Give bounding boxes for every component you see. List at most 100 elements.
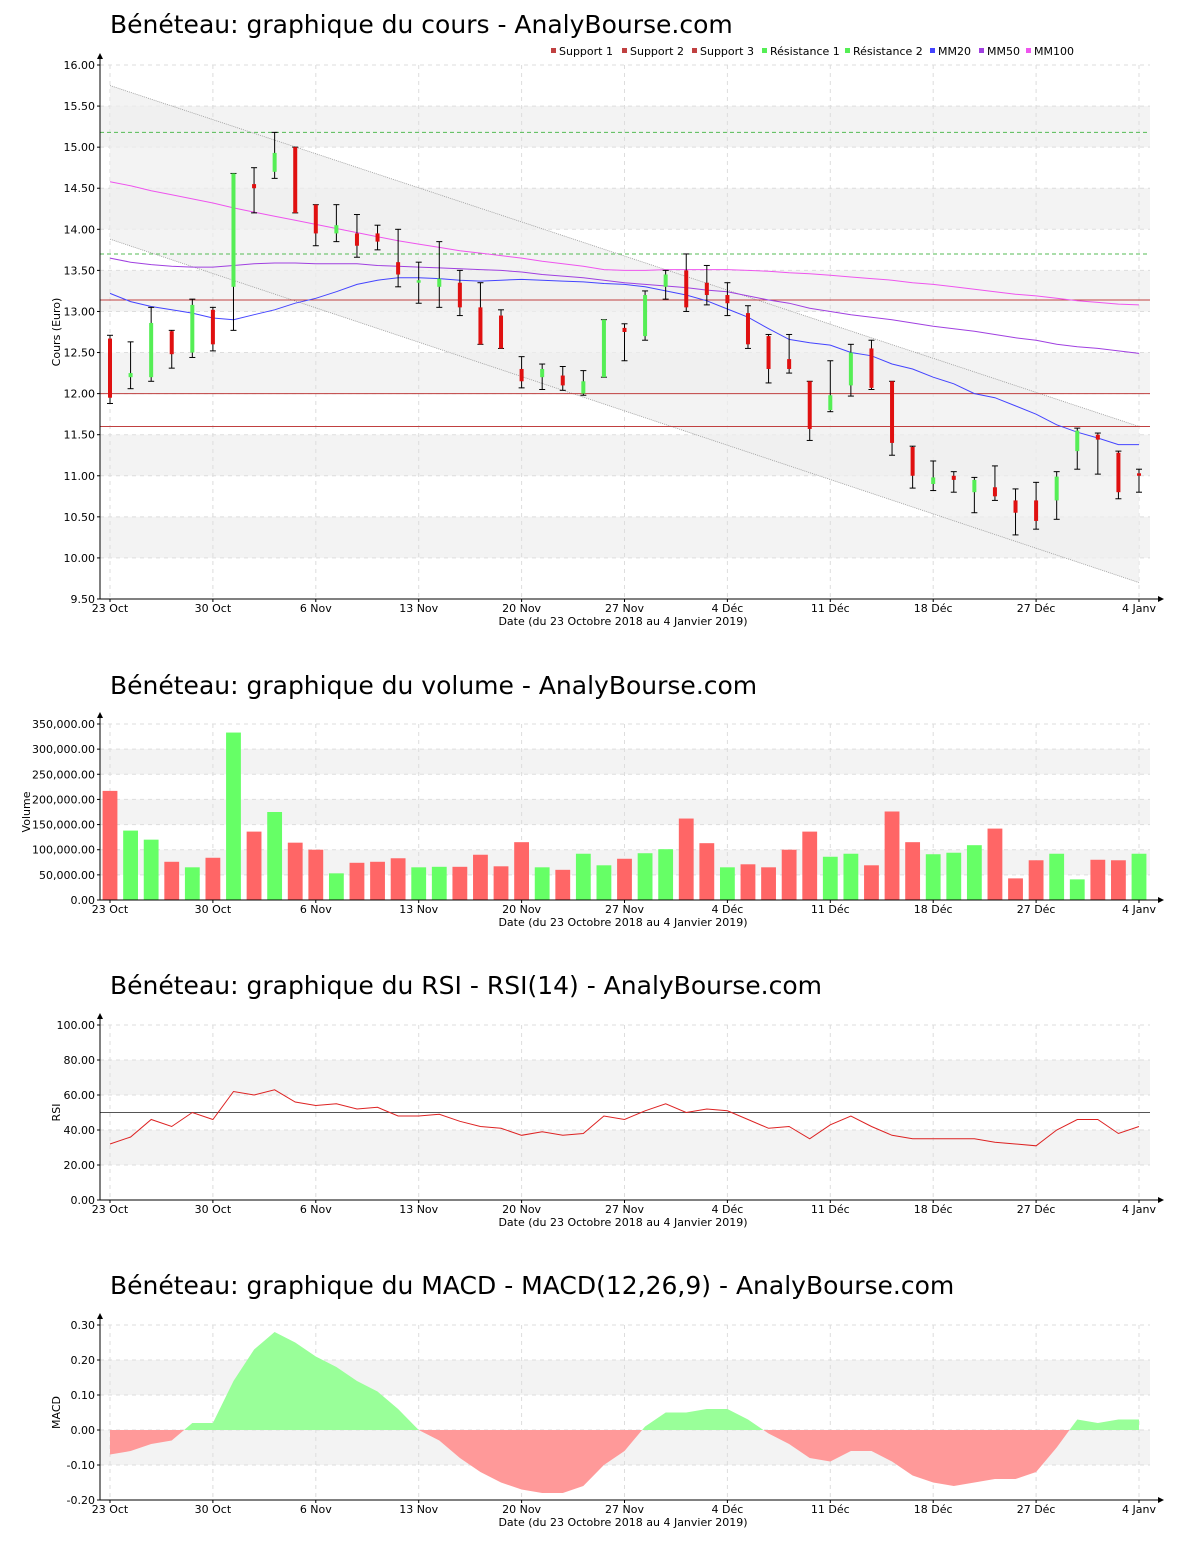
- mm50-line: [109, 257, 1140, 354]
- x-tick-label: 27 Déc: [1017, 1203, 1056, 1216]
- candle-body: [1116, 452, 1121, 493]
- volume-bar: [699, 843, 715, 900]
- x-tick-label: 27 Nov: [605, 903, 644, 916]
- x-tick-label: 23 Oct: [92, 903, 129, 916]
- candle-body: [684, 270, 689, 308]
- panel-0: Bénéteau: graphique du cours - AnalyBour…: [50, 10, 1164, 628]
- volume-bar: [431, 866, 447, 900]
- y-tick-label: 300,000.00: [32, 743, 95, 756]
- legend-swatch: [845, 48, 850, 53]
- legend-swatch: [1026, 48, 1031, 53]
- candle-body: [416, 280, 421, 283]
- candle-body: [128, 373, 133, 378]
- volume-bar: [905, 842, 921, 900]
- y-tick-label: 150,000.00: [32, 819, 95, 832]
- x-tick-label: 13 Nov: [399, 1503, 438, 1516]
- x-tick-label: 18 Déc: [914, 903, 953, 916]
- volume-bar: [575, 853, 591, 900]
- volume-bar: [864, 865, 879, 900]
- x-axis-arrow: [1158, 897, 1164, 903]
- volume-bar: [1028, 860, 1044, 900]
- x-tick-label: 11 Déc: [811, 903, 850, 916]
- mm20-line: [109, 277, 1139, 446]
- y-tick-label: 14.00: [64, 223, 96, 236]
- volume-bar: [246, 831, 262, 900]
- volume-bar: [884, 811, 900, 900]
- volume-bar: [328, 873, 344, 900]
- y-tick-label: 9.50: [71, 593, 96, 606]
- y-tick-label: 200,000.00: [32, 793, 95, 806]
- x-tick-label: 11 Déc: [811, 1503, 850, 1516]
- volume-bar: [761, 867, 776, 900]
- grid-band: [100, 749, 1150, 775]
- y-tick-label: -0.10: [67, 1459, 95, 1472]
- legend-swatch: [979, 48, 984, 53]
- x-axis-label: Date (du 23 Octobre 2018 au 4 Janvier 20…: [498, 916, 747, 929]
- candle-body: [354, 233, 359, 246]
- candle-body: [190, 304, 195, 353]
- volume-bar: [637, 853, 653, 900]
- channel-lower-line: [109, 238, 1140, 583]
- volume-bar: [287, 842, 303, 900]
- candle-body: [869, 348, 874, 388]
- x-tick-label: 6 Nov: [300, 903, 332, 916]
- y-tick-label: 60.00: [64, 1089, 96, 1102]
- volume-bar: [226, 732, 241, 900]
- x-axis-arrow: [1158, 596, 1164, 602]
- y-tick-label: 10.00: [64, 552, 96, 565]
- x-tick-label: 18 Déc: [914, 602, 953, 615]
- x-tick-label: 4 Déc: [712, 903, 744, 916]
- y-axis-label: RSI: [50, 1104, 63, 1122]
- candle-body: [1054, 476, 1059, 501]
- chart-title: Bénéteau: graphique du cours - AnalyBour…: [110, 10, 733, 39]
- y-axis-label: Volume: [20, 791, 33, 832]
- x-tick-label: 20 Nov: [502, 1203, 541, 1216]
- chart-title: Bénéteau: graphique du MACD - MACD(12,26…: [110, 1271, 954, 1300]
- candle-body: [478, 307, 483, 345]
- x-tick-label: 11 Déc: [811, 602, 850, 615]
- y-tick-label: 11.00: [64, 470, 96, 483]
- candle-body: [910, 447, 915, 476]
- candle-body: [972, 479, 977, 493]
- legend-swatch: [692, 48, 697, 53]
- x-tick-label: 30 Oct: [195, 602, 232, 615]
- x-tick-label: 4 Janv: [1122, 602, 1156, 615]
- legend: Support 1 Support 2 Support 3 Résistance 1 R…: [551, 45, 1074, 58]
- x-tick-label: 4 Janv: [1122, 1503, 1156, 1516]
- candle-body: [540, 368, 545, 378]
- x-tick-label: 13 Nov: [399, 903, 438, 916]
- volume-bar: [555, 869, 571, 900]
- legend-swatch: [551, 48, 556, 53]
- x-tick-label: 27 Déc: [1017, 1503, 1056, 1516]
- volume-bar: [781, 849, 797, 900]
- volume-bar: [1049, 853, 1065, 900]
- candle-body: [643, 295, 648, 337]
- candle-body: [745, 313, 750, 345]
- macd-area-positive: [1069, 1419, 1139, 1430]
- x-tick-label: 30 Oct: [195, 1203, 232, 1216]
- candle-body: [210, 309, 215, 345]
- y-tick-label: 50,000.00: [39, 869, 95, 882]
- y-tick-label: 0.20: [71, 1354, 96, 1367]
- candle-body: [890, 381, 895, 443]
- legend-label: Support 3: [700, 45, 754, 58]
- y-tick-label: 12.50: [64, 347, 96, 360]
- x-tick-label: 11 Déc: [811, 1203, 850, 1216]
- macd-area-positive: [184, 1332, 419, 1430]
- chart-title: Bénéteau: graphique du volume - AnalyBou…: [110, 671, 757, 700]
- candle-body: [848, 352, 853, 386]
- candle-body: [396, 262, 401, 275]
- macd-area-negative: [763, 1430, 1070, 1486]
- legend-label: Résistance 1: [770, 45, 840, 58]
- x-tick-label: 30 Oct: [195, 903, 232, 916]
- candle-body: [787, 359, 792, 369]
- y-tick-label: 40.00: [64, 1124, 96, 1137]
- candle-body: [252, 184, 257, 189]
- volume-bar: [966, 845, 982, 900]
- x-tick-label: 18 Déc: [914, 1203, 953, 1216]
- y-tick-label: 20.00: [64, 1159, 96, 1172]
- candle-body: [1034, 500, 1039, 521]
- candle-body: [149, 322, 154, 378]
- rsi-line: [109, 1089, 1140, 1147]
- legend-label: Résistance 2: [853, 45, 923, 58]
